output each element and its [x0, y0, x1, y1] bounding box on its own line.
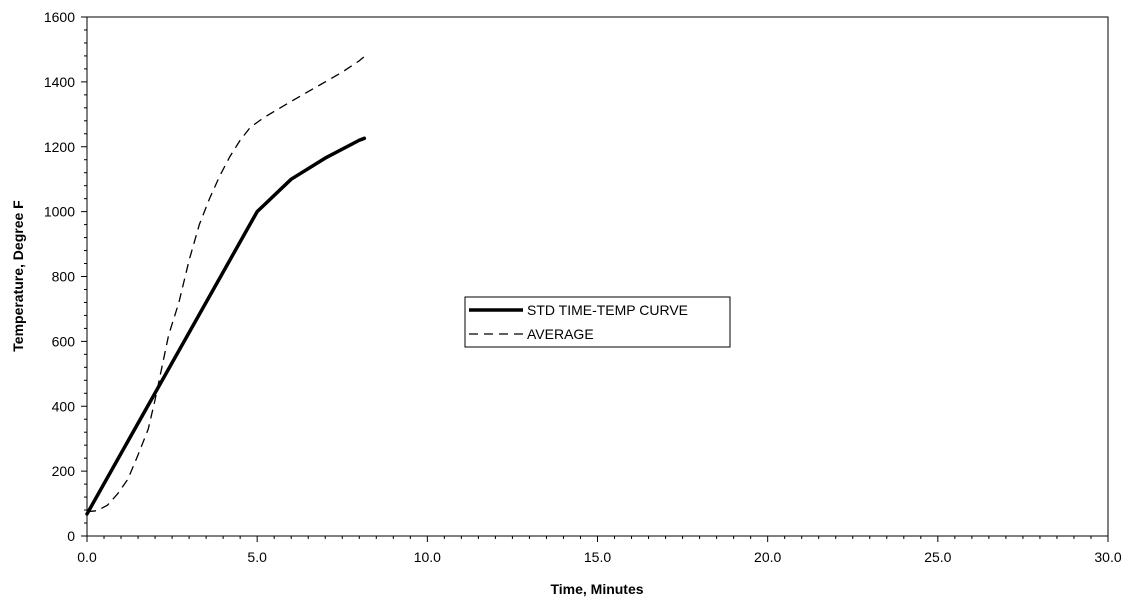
legend: STD TIME-TEMP CURVE AVERAGE	[464, 296, 731, 348]
y-tick-label: 200	[52, 463, 76, 479]
series-layer	[85, 56, 367, 516]
y-tick-label: 0	[67, 528, 75, 544]
y-axis-title: Temperature, Degree F	[10, 200, 26, 352]
series-line-std-time-temp-curve	[85, 136, 367, 516]
x-tick-label: 15.0	[584, 549, 611, 565]
legend-label-average: AVERAGE	[527, 326, 594, 342]
x-tick-label: 5.0	[247, 549, 267, 565]
y-axis-ticks: 0 200 400 600 800 1000 1200 1400 1600	[44, 9, 87, 544]
y-tick-label: 1000	[44, 204, 75, 220]
y-tick-label: 400	[52, 398, 76, 414]
x-tick-label: 0.0	[77, 549, 97, 565]
plot-area	[86, 16, 1109, 537]
x-tick-label: 30.0	[1094, 549, 1121, 565]
x-tick-label: 25.0	[924, 549, 951, 565]
y-tick-label: 1200	[44, 139, 75, 155]
legend-label-std-curve: STD TIME-TEMP CURVE	[527, 302, 688, 318]
x-axis-ticks: 0.0 5.0 10.0 15.0 20.0 25.0 30.0	[77, 536, 1122, 565]
y-tick-label: 600	[52, 333, 76, 349]
series-line-average	[86, 56, 365, 513]
x-tick-label: 20.0	[754, 549, 781, 565]
y-tick-label: 1600	[44, 9, 75, 25]
x-axis-title: Time, Minutes	[550, 581, 643, 597]
y-tick-label: 1400	[44, 74, 75, 90]
y-tick-label: 800	[52, 269, 76, 285]
legend-box	[464, 296, 731, 348]
x-tick-label: 10.0	[414, 549, 441, 565]
